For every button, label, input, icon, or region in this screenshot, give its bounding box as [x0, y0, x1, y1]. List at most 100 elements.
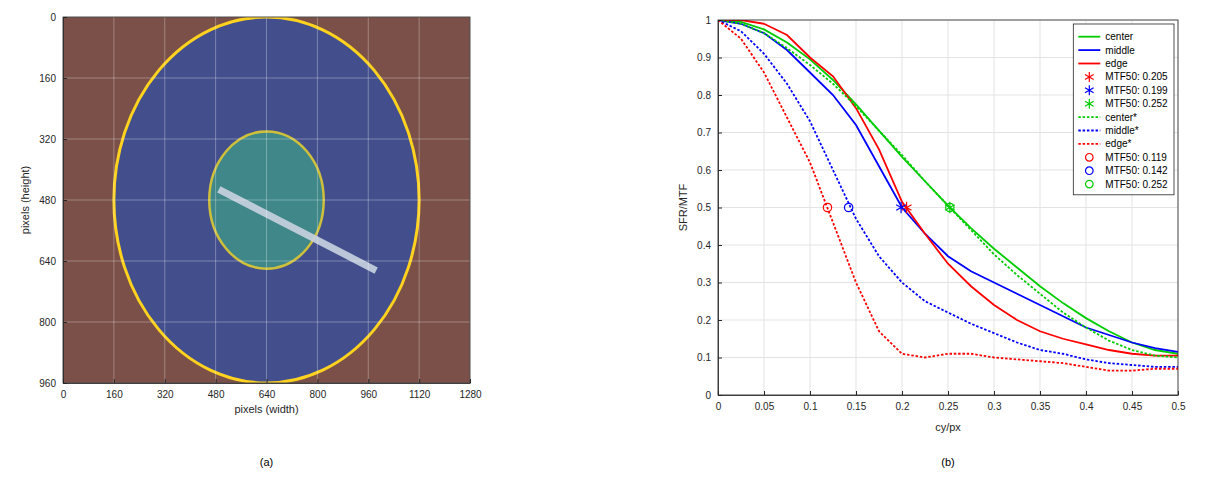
- legend-line: [1078, 116, 1100, 118]
- legend-line: [1078, 143, 1100, 145]
- tick: 0.3: [988, 391, 1002, 412]
- tick: 0.05: [755, 391, 775, 412]
- tick-mark: [718, 20, 722, 21]
- line: [718, 20, 1178, 352]
- plot-area: [63, 17, 470, 383]
- tick-mark: [718, 283, 722, 284]
- marker: [823, 203, 831, 211]
- tick-mark: [718, 95, 722, 96]
- tick: 0.2: [896, 391, 910, 412]
- tick-mark: [810, 391, 811, 395]
- tick-mark: [948, 391, 949, 395]
- tick-label: 320: [39, 134, 56, 145]
- tick-mark: [63, 322, 67, 323]
- tick: 0.2: [697, 315, 722, 326]
- legend-line: [1078, 36, 1100, 38]
- grid: [718, 20, 1178, 395]
- grid-line: [718, 320, 1178, 321]
- tick-mark: [470, 379, 471, 383]
- tick-mark: [63, 139, 67, 140]
- tick-label: 0: [61, 389, 67, 400]
- tick-label: 0: [50, 12, 56, 23]
- grid-line: [63, 78, 470, 79]
- legend-box: [1073, 24, 1174, 195]
- tick-label: 0.1: [804, 401, 818, 412]
- tick: 0.4: [697, 240, 722, 251]
- tick-mark: [994, 391, 995, 395]
- tick-label: 0.9: [697, 52, 711, 63]
- grid: [63, 17, 470, 383]
- tick-label: 0.35: [1031, 401, 1051, 412]
- tick-mark: [718, 208, 722, 209]
- tick-label: 160: [106, 389, 123, 400]
- plot-frame: [718, 20, 1178, 395]
- tick-label: 0.3: [988, 401, 1002, 412]
- x-axis-title: cy/px: [935, 421, 961, 433]
- legend-label: middle: [1105, 45, 1135, 56]
- grid-line: [63, 200, 470, 201]
- line: [718, 20, 1178, 367]
- legend-item: middle: [1078, 45, 1135, 56]
- tick-label: 0: [716, 401, 722, 412]
- tick-label: 960: [360, 389, 377, 400]
- tick: 0.15: [847, 391, 867, 412]
- line: [718, 20, 1178, 358]
- tick-mark: [63, 78, 67, 79]
- tick: 0.4: [1080, 391, 1094, 412]
- legend-label: edge*: [1105, 138, 1131, 149]
- tick-label: 480: [208, 389, 225, 400]
- tick: 0.3: [697, 277, 722, 288]
- tick-mark: [856, 391, 857, 395]
- tick: 0.9: [697, 52, 722, 63]
- tick-mark: [1040, 391, 1041, 395]
- image-background: [63, 17, 470, 383]
- x-axis-title: pixels (width): [234, 403, 298, 415]
- tick-mark: [718, 245, 722, 246]
- tick-mark: [368, 379, 369, 383]
- tick-label: 480: [39, 195, 56, 206]
- tick: 480: [39, 195, 67, 206]
- tick-label: 800: [310, 389, 327, 400]
- legend-marker: [1085, 72, 1094, 82]
- legend-marker: [1085, 99, 1094, 109]
- legend: centermiddleedgeMTF50: 0.205MTF50: 0.199…: [1073, 24, 1174, 195]
- grid-line: [63, 261, 470, 262]
- legend-line: [1078, 49, 1100, 51]
- tick: 0.1: [804, 391, 818, 412]
- tick-label: 0.25: [939, 401, 959, 412]
- legend-label: edge: [1105, 58, 1128, 69]
- grid-line: [63, 139, 470, 140]
- tick-mark: [267, 379, 268, 383]
- legend-item: MTF50: 0.205: [1085, 71, 1168, 82]
- line: [718, 20, 1178, 354]
- marker: [902, 202, 912, 213]
- tick-mark: [718, 395, 722, 396]
- tick-label: 160: [39, 73, 56, 84]
- tick: 0.1: [697, 352, 722, 363]
- figure: 0160320480640800960112012800160320480640…: [0, 0, 1222, 479]
- legend-label: middle*: [1105, 125, 1138, 136]
- legend-item: center*: [1078, 112, 1137, 123]
- legend-item: edge*: [1078, 138, 1131, 149]
- tick-mark: [216, 379, 217, 383]
- tick-mark: [63, 200, 67, 201]
- legend-marker: [1085, 85, 1094, 95]
- marker: [946, 203, 954, 211]
- tick-mark: [718, 320, 722, 321]
- tick: 0: [705, 390, 722, 401]
- tick: 800: [39, 317, 67, 328]
- tick: 1280: [459, 379, 482, 400]
- tick-mark: [718, 133, 722, 134]
- tick-label: 1: [705, 15, 711, 26]
- tick-mark: [419, 379, 420, 383]
- legend-line: [1078, 130, 1100, 132]
- tick: 0.25: [939, 391, 959, 412]
- legend-marker: [1086, 154, 1094, 162]
- panel-caption: (a): [260, 456, 273, 468]
- tick-label: 0.4: [1080, 401, 1094, 412]
- legend-item: MTF50: 0.252: [1086, 179, 1168, 190]
- tick-mark: [902, 391, 903, 395]
- tick: 960: [39, 378, 67, 389]
- tick: 0.5: [1172, 391, 1186, 412]
- legend-item: MTF50: 0.252: [1085, 98, 1168, 109]
